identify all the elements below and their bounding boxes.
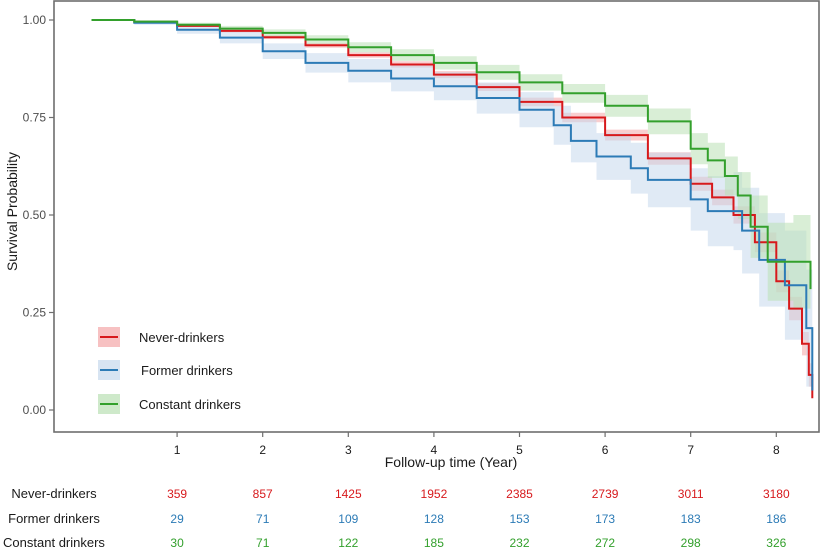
- risk-table-value: 3180: [763, 487, 790, 501]
- confidence-bands: [91, 20, 813, 410]
- x-axis-ticks: 1 2 3 4 5 6 7 8: [174, 432, 780, 457]
- risk-table-value: 153: [509, 512, 529, 526]
- y-tick-label: 0.00: [23, 403, 47, 417]
- risk-table-value: 71: [256, 536, 270, 550]
- risk-table-value: 122: [338, 536, 358, 550]
- x-tick-label: 3: [345, 443, 352, 457]
- plot-panel-border: [53, 0, 820, 433]
- risk-table-group-label: Never-drinkers: [11, 486, 97, 501]
- risk-table-value: 2739: [592, 487, 619, 501]
- ci-band-constant-drinkers: [91, 20, 811, 336]
- risk-table-value: 173: [595, 512, 615, 526]
- legend-label: Constant drinkers: [139, 397, 241, 412]
- ci-band-former-drinkers: [91, 20, 813, 410]
- y-axis-ticks: 0.00 0.25 0.50 0.75 1.00: [23, 13, 54, 417]
- x-tick-label: 8: [773, 443, 780, 457]
- risk-table-value: 298: [681, 536, 701, 550]
- risk-table-group-label: Constant drinkers: [3, 535, 105, 550]
- y-axis-title: Survival Probability: [4, 152, 20, 271]
- legend-label: Never-drinkers: [139, 330, 225, 345]
- x-tick-label: 1: [174, 443, 181, 457]
- legend-label: Former drinkers: [141, 363, 233, 378]
- x-tick-label: 7: [687, 443, 694, 457]
- risk-table-value: 30: [170, 536, 184, 550]
- risk-table-value: 272: [595, 536, 615, 550]
- y-tick-label: 1.00: [23, 13, 47, 27]
- risk-table-value: 359: [167, 487, 187, 501]
- risk-table-value: 109: [338, 512, 358, 526]
- risk-table-value: 1952: [421, 487, 448, 501]
- legend-item-constant-drinkers: Constant drinkers: [98, 394, 241, 414]
- legend-item-former-drinkers: Former drinkers: [98, 360, 233, 380]
- risk-table-group-label: Former drinkers: [8, 511, 100, 526]
- y-tick-label: 0.25: [23, 306, 47, 320]
- survival-curve-constant-drinkers: [91, 19, 812, 290]
- x-tick-label: 2: [259, 443, 266, 457]
- survival-curves: [91, 19, 814, 399]
- y-tick-label: 0.75: [23, 111, 47, 125]
- risk-table-value: 186: [766, 512, 786, 526]
- risk-table-value: 857: [253, 487, 273, 501]
- risk-table-row: Never-drinkers 359 857 1425 1952 2385 2739 3011…: [11, 486, 790, 501]
- legend: Never-drinkers Former drinkers Constant dr…: [98, 327, 241, 414]
- risk-table-value: 29: [170, 512, 184, 526]
- x-axis-title: Follow-up time (Year): [385, 454, 518, 470]
- risk-table-value: 183: [681, 512, 701, 526]
- risk-table-value: 3011: [678, 487, 704, 501]
- survival-curve-former-drinkers: [91, 19, 814, 391]
- legend-item-never-drinkers: Never-drinkers: [98, 327, 225, 347]
- x-tick-label: 4: [431, 443, 438, 457]
- x-tick-label: 5: [516, 443, 523, 457]
- x-tick-label: 6: [602, 443, 609, 457]
- risk-table-value: 232: [509, 536, 529, 550]
- risk-table-value: 128: [424, 512, 444, 526]
- y-tick-label: 0.50: [23, 208, 47, 222]
- risk-table-value: 1425: [335, 487, 362, 501]
- risk-table-row: Former drinkers 29 71 109 128 153 173 183 186: [8, 511, 787, 526]
- risk-table: Never-drinkers 359 857 1425 1952 2385 2739 3011…: [3, 486, 790, 550]
- risk-table-row: Constant drinkers 30 71 122 185 232 272 298 326: [3, 535, 787, 550]
- risk-table-value: 71: [256, 512, 270, 526]
- risk-table-value: 185: [424, 536, 444, 550]
- risk-table-value: 326: [766, 536, 786, 550]
- risk-table-value: 2385: [506, 487, 533, 501]
